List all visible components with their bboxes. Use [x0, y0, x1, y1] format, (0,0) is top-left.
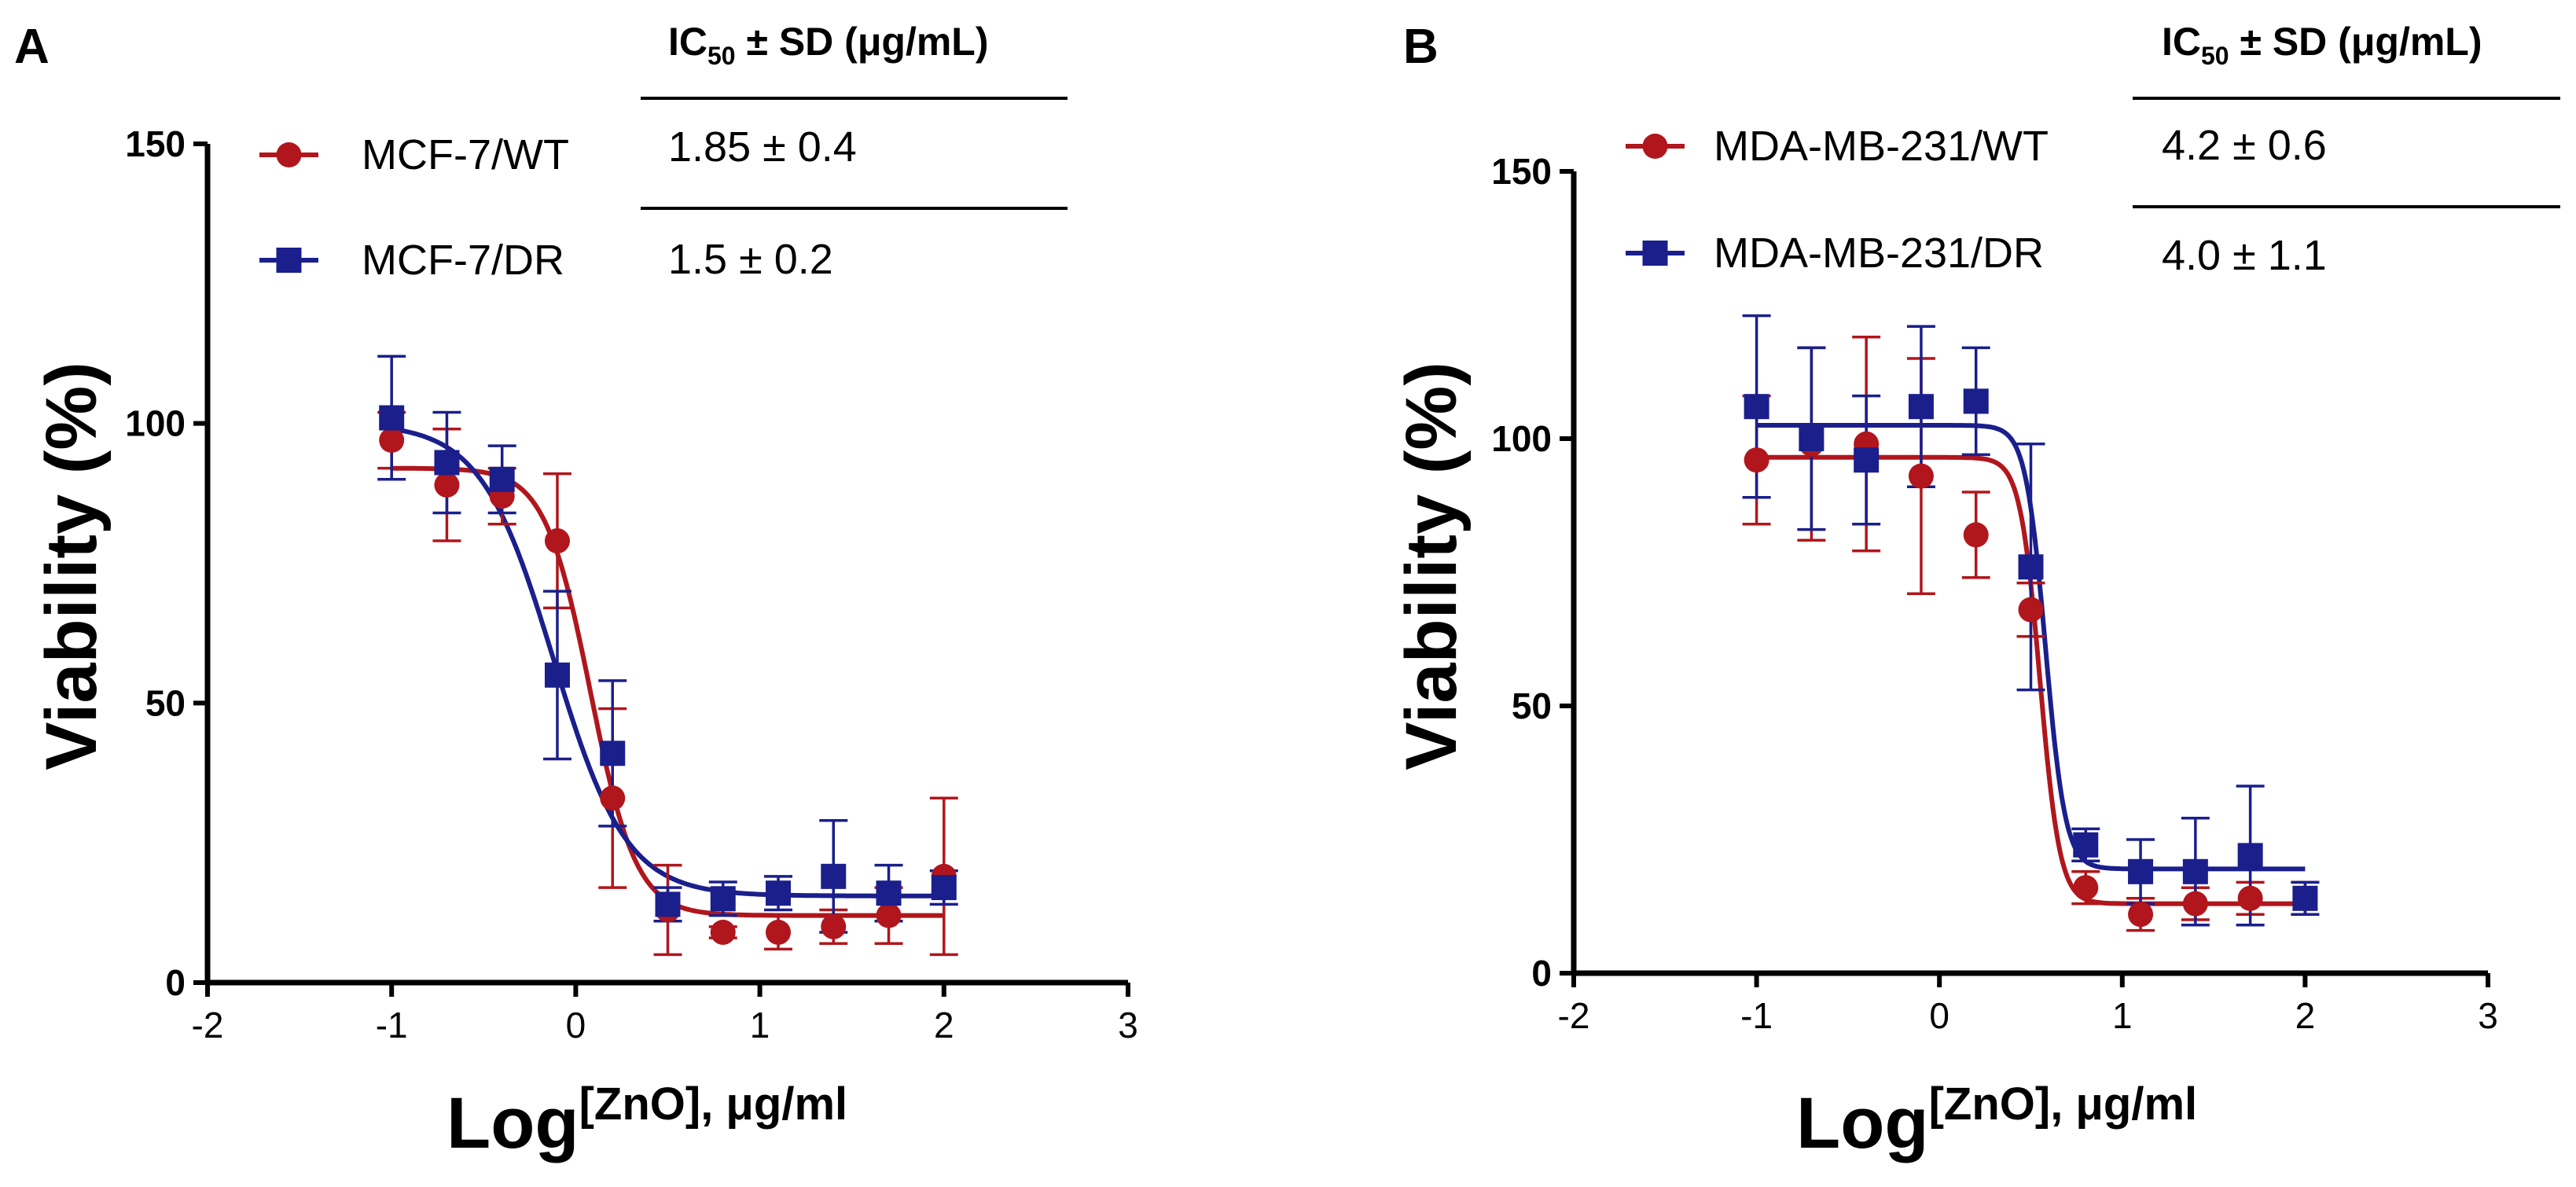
data-point-square [766, 880, 792, 906]
table-header-ic: IC [668, 20, 707, 64]
data-point-square [821, 863, 847, 889]
y-tick-label: 100 [125, 403, 186, 444]
table-ic50-value: 4.0 ± 1.1 [2162, 232, 2327, 279]
x-axis-label-unit: , μg/ml [700, 1079, 847, 1130]
y-axis-label: Viability (%) [31, 362, 112, 770]
table-header-subscript: 50 [707, 42, 736, 70]
data-point-square [544, 662, 570, 688]
x-axis-label-main: Log [1796, 1083, 1929, 1163]
data-point-square [1908, 394, 1934, 420]
data-point-square [876, 880, 902, 906]
table-header-subscript: 50 [2201, 42, 2229, 70]
data-point-square [2018, 554, 2044, 580]
x-axis-label-unit: , μg/ml [2050, 1079, 2197, 1130]
x-tick-label: 3 [1118, 1005, 1138, 1046]
data-point-square [655, 891, 681, 917]
table-ic50-value: 4.2 ± 0.6 [2162, 122, 2327, 169]
x-axis-label: Log[ZnO], μg/ml [446, 1079, 847, 1163]
data-point-circle [876, 902, 902, 928]
fit-curve-circle [391, 465, 944, 918]
panel-b: B 0 50 100 150 -2 -1 0 1 2 3 Viability (%) Log[ZnO],… [1391, 20, 2560, 1163]
data-point-square [710, 886, 736, 912]
legend-marker-square [276, 248, 302, 273]
data-point-square [489, 466, 515, 492]
data-point-square [2292, 885, 2318, 911]
legend-label: MCF-7/DR [362, 237, 564, 284]
legend-marker-circle [276, 142, 302, 167]
legend-label: MDA-MB-231/DR [1714, 230, 2044, 277]
data-point-square [2182, 858, 2208, 884]
x-tick-label: -2 [1558, 995, 1590, 1036]
y-tick-label: 50 [1512, 685, 1552, 726]
x-axis-label-main: Log [446, 1083, 579, 1163]
y-tick-label: 0 [1531, 953, 1552, 994]
data-point-circle [821, 913, 847, 939]
x-tick-label: 2 [2295, 995, 2316, 1036]
x-tick-label: 2 [934, 1005, 954, 1046]
data-point-circle [379, 428, 405, 454]
fit-curve-square [391, 426, 944, 899]
data-point-square [1963, 388, 1989, 414]
y-tick-label: 0 [165, 962, 186, 1003]
data-point-circle [2237, 885, 2263, 911]
table-header-ic: IC [2162, 20, 2201, 64]
x-tick-label: 3 [2478, 995, 2498, 1036]
x-axis-label-superscript: [ZnO] [1929, 1079, 2051, 1130]
data-point-square [931, 875, 957, 901]
data-point-circle [2128, 902, 2154, 928]
x-tick-label: -1 [1740, 995, 1773, 1036]
legend-marker-square [1642, 241, 1668, 266]
x-tick-label: 1 [750, 1005, 770, 1046]
data-point-circle [600, 785, 626, 811]
data-point-circle [2073, 875, 2099, 901]
x-tick-label: -2 [192, 1005, 224, 1046]
data-point-circle [1908, 463, 1934, 489]
table-header: IC50 ± SD (μg/mL) [668, 20, 989, 70]
data-point-circle [434, 472, 460, 498]
x-tick-label: -1 [376, 1005, 408, 1046]
data-point-square [2128, 858, 2154, 884]
data-point-square [434, 450, 460, 476]
y-axis-label: Viability (%) [1391, 362, 1472, 770]
data-point-circle [2018, 597, 2044, 623]
data-point-square [1799, 426, 1825, 451]
data-point-circle [1963, 522, 1989, 548]
x-axis-label: Log[ZnO], μg/ml [1796, 1079, 2197, 1163]
panel-label: A [14, 20, 50, 74]
data-point-square [2237, 843, 2263, 869]
legend-marker-circle [1642, 134, 1668, 159]
panel-label: B [1403, 20, 1439, 74]
table-header: IC50 ± SD (μg/mL) [2162, 20, 2482, 70]
table-ic50-value: 1.5 ± 0.2 [668, 236, 833, 283]
y-tick-label: 50 [145, 682, 186, 723]
x-tick-label: 1 [2112, 995, 2133, 1036]
data-point-circle [710, 919, 736, 945]
panel-a: A 0 50 100 150 -2 -1 0 1 2 3 Viability (%) Log[ZnO],… [14, 20, 1138, 1163]
data-point-circle [1744, 447, 1769, 473]
x-tick-label: 0 [566, 1005, 586, 1046]
legend-label: MDA-MB-231/WT [1714, 123, 2049, 170]
y-tick-label: 150 [125, 123, 186, 164]
legend-label: MCF-7/WT [362, 131, 569, 178]
y-tick-label: 100 [1491, 418, 1552, 459]
table-ic50-value: 1.85 ± 0.4 [668, 123, 857, 171]
data-point-square [379, 405, 405, 431]
data-point-square [2073, 832, 2099, 858]
x-tick-label: 0 [1929, 995, 1949, 1036]
table-header-sd: ± SD (μg/mL) [2229, 20, 2482, 64]
data-point-circle [544, 528, 570, 554]
data-point-circle [2182, 891, 2208, 917]
y-tick-label: 150 [1491, 151, 1552, 192]
data-point-square [1744, 394, 1769, 420]
x-axis-label-superscript: [ZnO] [579, 1079, 701, 1130]
data-point-circle [766, 919, 792, 945]
data-point-square [600, 740, 626, 766]
table-header-sd: ± SD (μg/mL) [736, 20, 989, 64]
data-point-square [1854, 447, 1880, 473]
